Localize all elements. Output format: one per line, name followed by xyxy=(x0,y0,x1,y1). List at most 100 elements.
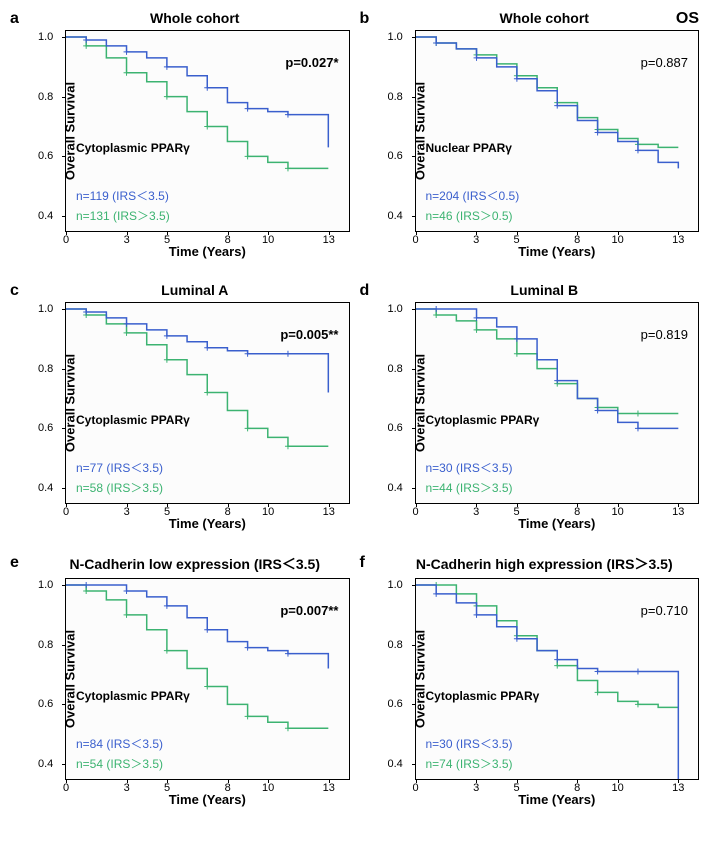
x-tick-label: 13 xyxy=(323,234,335,246)
x-tick-label: 8 xyxy=(574,506,580,518)
y-tick-label: 0.6 xyxy=(38,698,53,710)
panel-letter: d xyxy=(360,282,370,300)
x-axis-label: Time (Years) xyxy=(169,792,246,807)
x-tick-label: 8 xyxy=(225,234,231,246)
legend-blue: n=77 (IRS＜3.5) xyxy=(76,459,163,476)
p-value: p=0.887 xyxy=(641,55,688,70)
x-axis-label: Time (Years) xyxy=(518,792,595,807)
panel-letter: e xyxy=(10,554,19,572)
km-chart: Overall SurvivalTime (Years)0.40.60.81.0… xyxy=(65,30,350,232)
p-value: p=0.005** xyxy=(280,327,338,342)
panel-d: dLuminal BOverall SurvivalTime (Years)0.… xyxy=(360,282,700,534)
y-tick-label: 0.4 xyxy=(388,210,403,222)
x-tick-label: 0 xyxy=(412,782,418,794)
marker-label: Cytoplasmic PPARγ xyxy=(76,689,190,703)
km-chart: Overall SurvivalTime (Years)0.40.60.81.0… xyxy=(415,302,700,504)
y-tick-label: 0.4 xyxy=(38,210,53,222)
x-tick-label: 5 xyxy=(164,506,170,518)
km-chart: Overall SurvivalTime (Years)0.40.60.81.0… xyxy=(415,30,700,232)
y-tick-label: 0.4 xyxy=(388,482,403,494)
x-tick-label: 0 xyxy=(63,782,69,794)
x-tick-label: 3 xyxy=(124,782,130,794)
x-tick-label: 10 xyxy=(262,782,274,794)
y-tick-label: 0.8 xyxy=(388,363,403,375)
y-tick-label: 1.0 xyxy=(38,31,53,43)
figure-grid: a Whole cohort Overall SurvivalTime (Years… xyxy=(10,10,699,810)
y-tick-label: 0.6 xyxy=(38,422,53,434)
km-chart: Overall SurvivalTime (Years)0.40.60.81.0… xyxy=(415,578,700,780)
panel-a: a Whole cohort Overall SurvivalTime (Years… xyxy=(10,10,350,262)
x-tick-label: 3 xyxy=(124,234,130,246)
x-tick-label: 10 xyxy=(612,234,624,246)
y-tick-label: 1.0 xyxy=(388,579,403,591)
legend-green: n=58 (IRS＞3.5) xyxy=(76,479,163,496)
panel-f: fN-Cadherin high expression (IRS＞3.5)Ove… xyxy=(360,554,700,810)
y-tick-label: 0.4 xyxy=(38,758,53,770)
x-tick-label: 10 xyxy=(262,506,274,518)
legend-blue: n=30 (IRS＜3.5) xyxy=(426,735,513,752)
panel-e: eN-Cadherin low expression (IRS＜3.5)Over… xyxy=(10,554,350,810)
panel-title: Whole cohort xyxy=(390,10,700,26)
legend-blue: n=119 (IRS＜3.5) xyxy=(76,187,169,204)
legend-green: n=131 (IRS＞3.5) xyxy=(76,207,170,224)
x-tick-label: 3 xyxy=(473,506,479,518)
legend-green: n=54 (IRS＞3.5) xyxy=(76,755,163,772)
y-tick-label: 0.6 xyxy=(38,150,53,162)
x-tick-label: 5 xyxy=(164,782,170,794)
legend-blue: n=204 (IRS＜0.5) xyxy=(426,187,520,204)
y-tick-label: 0.6 xyxy=(388,698,403,710)
legend-green: n=46 (IRS＞0.5) xyxy=(426,207,513,224)
x-tick-label: 0 xyxy=(63,234,69,246)
curve-blue xyxy=(66,585,328,669)
curve-green xyxy=(416,37,678,147)
panel-title: Luminal A xyxy=(40,282,350,298)
x-tick-label: 5 xyxy=(514,782,520,794)
x-tick-label: 3 xyxy=(473,234,479,246)
panel-c: cLuminal AOverall SurvivalTime (Years)0.… xyxy=(10,282,350,534)
y-tick-label: 0.4 xyxy=(388,758,403,770)
panel-title: Whole cohort xyxy=(40,10,350,26)
curve-blue xyxy=(66,37,328,147)
x-axis-label: Time (Years) xyxy=(518,516,595,531)
marker-label: Cytoplasmic PPARγ xyxy=(426,413,540,427)
marker-label: Nuclear PPARγ xyxy=(426,141,512,155)
panel-letter: f xyxy=(360,554,365,572)
p-value: p=0.027* xyxy=(285,55,338,70)
legend-green: n=44 (IRS＞3.5) xyxy=(426,479,513,496)
y-tick-label: 0.8 xyxy=(388,91,403,103)
legend-blue: n=30 (IRS＜3.5) xyxy=(426,459,513,476)
y-tick-label: 0.8 xyxy=(38,91,53,103)
panel-title: N-Cadherin low expression (IRS＜3.5) xyxy=(40,554,350,574)
x-tick-label: 8 xyxy=(574,234,580,246)
panel-b: b OSWhole cohort Overall SurvivalTime (Yea… xyxy=(360,10,700,262)
x-tick-label: 0 xyxy=(63,506,69,518)
os-heading: OS xyxy=(676,10,699,28)
y-tick-label: 0.8 xyxy=(38,363,53,375)
x-tick-label: 8 xyxy=(225,506,231,518)
x-tick-label: 8 xyxy=(574,782,580,794)
p-value: p=0.819 xyxy=(641,327,688,342)
y-tick-label: 0.8 xyxy=(388,639,403,651)
x-tick-label: 5 xyxy=(164,234,170,246)
x-tick-label: 10 xyxy=(612,506,624,518)
x-tick-label: 0 xyxy=(412,506,418,518)
marker-label: Cytoplasmic PPARγ xyxy=(76,141,190,155)
x-tick-label: 10 xyxy=(612,782,624,794)
km-chart: Overall SurvivalTime (Years)0.40.60.81.0… xyxy=(65,302,350,504)
y-tick-label: 1.0 xyxy=(38,579,53,591)
y-tick-label: 1.0 xyxy=(388,31,403,43)
x-tick-label: 13 xyxy=(672,506,684,518)
curve-blue xyxy=(66,309,328,393)
p-value: p=0.710 xyxy=(641,603,688,618)
panel-letter: a xyxy=(10,10,19,28)
x-tick-label: 3 xyxy=(124,506,130,518)
x-tick-label: 0 xyxy=(412,234,418,246)
x-tick-label: 5 xyxy=(514,506,520,518)
legend-green: n=74 (IRS＞3.5) xyxy=(426,755,513,772)
p-value: p=0.007** xyxy=(280,603,338,618)
y-tick-label: 0.4 xyxy=(38,482,53,494)
panel-letter: b xyxy=(360,10,370,28)
x-tick-label: 13 xyxy=(323,506,335,518)
y-tick-label: 0.8 xyxy=(38,639,53,651)
x-axis-label: Time (Years) xyxy=(169,516,246,531)
